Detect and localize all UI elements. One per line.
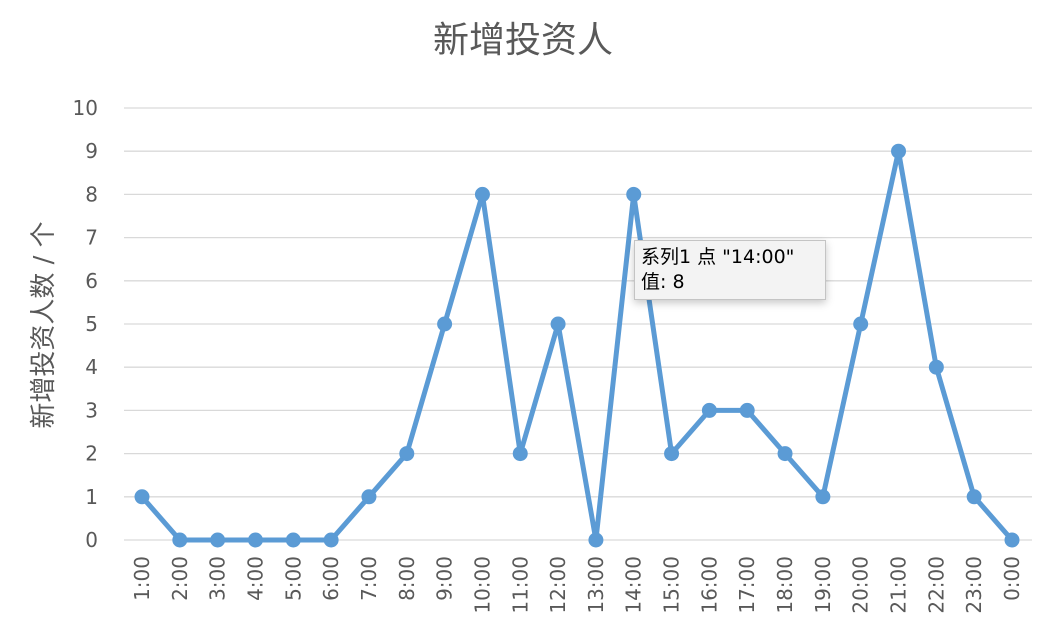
x-tick-label: 10:00 — [470, 556, 494, 614]
x-tick-label: 14:00 — [622, 556, 646, 614]
data-point-3-00 — [211, 533, 225, 547]
x-tick-label: 3:00 — [206, 556, 230, 601]
x-tick-label: 8:00 — [395, 556, 419, 601]
data-point-9-00 — [438, 317, 452, 331]
data-point-19-00 — [816, 490, 830, 504]
y-tick-label: 5 — [85, 312, 98, 336]
data-point-22-00 — [929, 360, 943, 374]
x-tick-label: 19:00 — [811, 556, 835, 614]
data-point-10-00 — [475, 187, 489, 201]
data-point-8-00 — [400, 447, 414, 461]
series-line — [142, 151, 1012, 540]
x-tick-label: 21:00 — [887, 556, 911, 614]
data-point-5-00 — [286, 533, 300, 547]
x-tick-label: 1:00 — [130, 556, 154, 601]
x-tick-label: 4:00 — [243, 556, 267, 601]
data-point-23-00 — [967, 490, 981, 504]
tooltip-series-line: 系列1 点 "14:00" — [641, 245, 819, 270]
x-tick-label: 20:00 — [849, 556, 873, 614]
data-point-17-00 — [740, 403, 754, 417]
data-point-16-00 — [702, 403, 716, 417]
x-tick-label: 2:00 — [168, 556, 192, 601]
y-tick-label: 10 — [73, 96, 98, 120]
x-tick-label: 12:00 — [546, 556, 570, 614]
x-tick-label: 5:00 — [281, 556, 305, 601]
series-group — [135, 144, 1019, 547]
data-point-12-00 — [551, 317, 565, 331]
x-tick-label: 18:00 — [773, 556, 797, 614]
y-tick-label: 7 — [85, 226, 98, 250]
y-tick-label: 2 — [85, 442, 98, 466]
x-tick-label: 22:00 — [924, 556, 948, 614]
x-tick-label: 23:00 — [962, 556, 986, 614]
data-point-1-00 — [135, 490, 149, 504]
tooltip-value-line: 值: 8 — [641, 270, 819, 295]
x-tick-label: 15:00 — [660, 556, 684, 614]
x-axis-ticks: 1:00 2:00 3:00 4:00 5:00 6:00 7:00 8:00 9:00 10:0… — [130, 556, 1024, 614]
x-tick-label: 11:00 — [508, 556, 532, 614]
x-tick-label: 0:00 — [1000, 556, 1024, 601]
y-tick-label: 8 — [85, 182, 98, 206]
data-point-18-00 — [778, 447, 792, 461]
x-tick-label: 16:00 — [697, 556, 721, 614]
y-axis-ticks: 0 1 2 3 4 5 6 7 8 9 10 — [73, 96, 98, 552]
data-point-tooltip: 系列1 点 "14:00" 值: 8 — [634, 240, 826, 300]
data-point-0-00 — [1005, 533, 1019, 547]
x-tick-label: 13:00 — [584, 556, 608, 614]
y-tick-label: 4 — [85, 355, 98, 379]
data-point-14-00 — [627, 187, 641, 201]
data-point-4-00 — [248, 533, 262, 547]
y-tick-label: 3 — [85, 398, 98, 422]
data-point-2-00 — [173, 533, 187, 547]
y-tick-label: 0 — [85, 528, 98, 552]
data-point-6-00 — [324, 533, 338, 547]
data-point-11-00 — [513, 447, 527, 461]
data-point-13-00 — [589, 533, 603, 547]
x-tick-label: 9:00 — [433, 556, 457, 601]
y-axis-label: 新增投资人数 / 个 — [29, 221, 59, 428]
x-tick-label: 17:00 — [735, 556, 759, 614]
y-tick-label: 9 — [85, 139, 98, 163]
x-tick-label: 6:00 — [319, 556, 343, 601]
data-point-20-00 — [854, 317, 868, 331]
data-point-21-00 — [892, 144, 906, 158]
data-point-15-00 — [665, 447, 679, 461]
data-point-7-00 — [362, 490, 376, 504]
y-tick-label: 1 — [85, 485, 98, 509]
chart-title: 新增投资人 — [433, 20, 613, 61]
x-tick-label: 7:00 — [357, 556, 381, 601]
y-tick-label: 6 — [85, 269, 98, 293]
